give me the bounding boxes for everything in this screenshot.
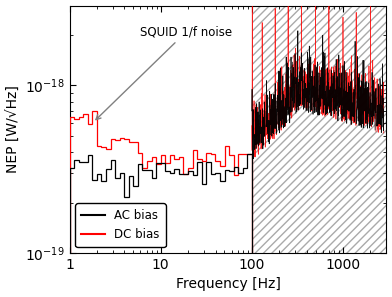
X-axis label: Frequency [Hz]: Frequency [Hz] [176, 277, 280, 291]
Text: SQUID 1/f noise: SQUID 1/f noise [96, 25, 232, 120]
Y-axis label: NEP [W/√Hz]: NEP [W/√Hz] [5, 85, 20, 173]
Legend: AC bias, DC bias: AC bias, DC bias [76, 203, 166, 247]
